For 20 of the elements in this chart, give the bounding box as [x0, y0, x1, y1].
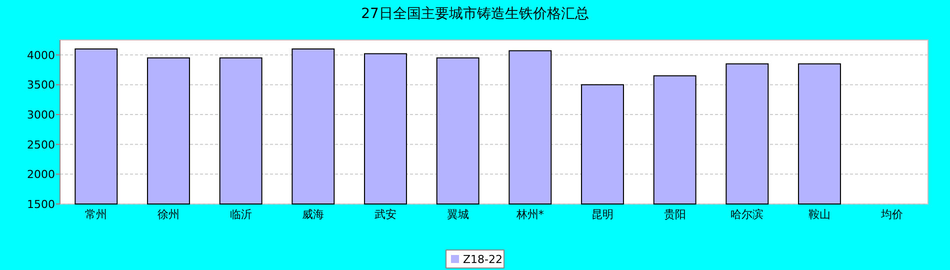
y-tick-label: 2000: [27, 168, 55, 182]
y-tick-label: 3000: [27, 108, 55, 122]
x-tick-label: 武安: [374, 208, 396, 221]
x-tick-label: 均价: [880, 208, 903, 221]
x-tick-label: 鞍山: [808, 208, 830, 221]
x-tick-label: 贵阳: [664, 208, 686, 221]
x-tick-label: 徐州: [158, 208, 180, 221]
chart-title: 27日全国主要城市铸造生铁价格汇总: [361, 6, 589, 22]
x-tick-label: 林州*: [515, 208, 544, 221]
y-tick-label: 3500: [27, 78, 55, 92]
x-tick-label: 哈尔滨: [730, 208, 764, 221]
x-tick-label: 常州: [85, 208, 108, 221]
x-tick-label: 翼城: [446, 208, 469, 221]
x-tick-label: 昆明: [592, 208, 614, 221]
y-tick-label: 2500: [27, 138, 55, 152]
x-tick-label: 临沂: [230, 208, 252, 221]
x-tick-label: 威海: [302, 208, 324, 221]
legend-label: Z18-22: [463, 253, 502, 266]
y-tick-label: 4000: [27, 48, 55, 62]
y-tick-label: 1500: [27, 198, 55, 211]
